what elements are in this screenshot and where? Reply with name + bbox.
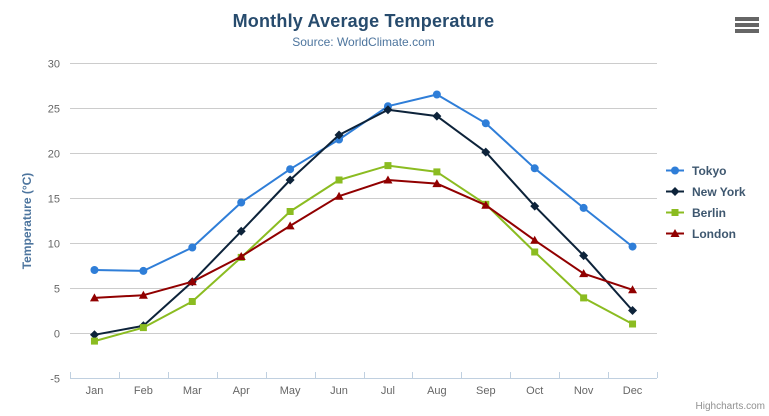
hamburger-icon (735, 29, 759, 33)
data-point-london[interactable] (89, 293, 99, 302)
data-point-new-york[interactable] (481, 147, 491, 157)
data-point-berlin[interactable] (384, 162, 392, 170)
data-point-new-york[interactable] (334, 130, 344, 140)
x-axis-label: Sep (476, 385, 496, 397)
data-point-tokyo[interactable] (628, 242, 637, 251)
data-point-tokyo[interactable] (481, 119, 490, 128)
circle-marker-icon (666, 166, 684, 175)
legend-label: London (692, 226, 736, 241)
highcharts-credit[interactable]: Highcharts.com (695, 401, 765, 412)
data-point-london[interactable] (432, 179, 442, 188)
square-marker-icon (666, 209, 684, 216)
data-point-london[interactable] (383, 175, 393, 184)
x-axis-label: Feb (134, 385, 153, 397)
data-point-london[interactable] (285, 221, 295, 230)
data-point-tokyo[interactable] (139, 266, 148, 275)
y-axis-label: 20 (48, 149, 60, 161)
legend-item-tokyo[interactable]: Tokyo (666, 160, 746, 181)
data-point-london[interactable] (628, 285, 638, 294)
data-point-berlin[interactable] (531, 248, 539, 256)
y-axis-title: Temperature (°C) (20, 173, 34, 270)
chart-title: Monthly Average Temperature (232, 11, 495, 31)
data-point-new-york[interactable] (530, 201, 540, 211)
data-point-berlin[interactable] (188, 298, 196, 305)
data-point-berlin[interactable] (90, 337, 98, 345)
data-point-berlin[interactable] (335, 176, 343, 184)
series-line-new-york (93, 108, 634, 336)
x-axis-label: May (280, 385, 301, 397)
data-point-new-york[interactable] (579, 251, 589, 261)
data-point-new-york[interactable] (89, 330, 99, 340)
data-point-new-york[interactable] (383, 105, 393, 115)
x-axis-label: Aug (427, 385, 447, 397)
x-axis-label: Mar (183, 385, 202, 397)
data-point-london[interactable] (187, 277, 197, 286)
series-line-berlin (93, 164, 634, 343)
data-point-london[interactable] (481, 200, 491, 209)
x-axis-label: Dec (623, 385, 643, 397)
y-axis-label: 0 (54, 329, 60, 341)
y-axis-label: 5 (54, 284, 60, 296)
legend-label: Berlin (692, 205, 727, 220)
y-axis-label: -5 (50, 374, 60, 386)
data-point-london[interactable] (236, 252, 246, 260)
diamond-marker-icon (666, 187, 684, 196)
series-line-tokyo (93, 93, 634, 272)
export-menu-button[interactable] (735, 17, 759, 33)
hamburger-icon (735, 23, 759, 27)
data-point-tokyo[interactable] (530, 164, 539, 173)
data-point-london[interactable] (138, 290, 148, 299)
legend-item-berlin[interactable]: Berlin (666, 202, 746, 223)
x-axis-label: Jul (381, 385, 395, 397)
y-axis-label: 25 (48, 104, 60, 116)
data-point-berlin[interactable] (286, 208, 294, 215)
legend-label: New York (692, 184, 746, 199)
legend-item-new-york[interactable]: New York (666, 181, 746, 202)
data-point-new-york[interactable] (628, 306, 638, 315)
x-axis-label: Apr (233, 385, 250, 397)
x-axis-label: Jun (330, 385, 348, 397)
x-axis-label: Oct (526, 385, 543, 397)
hamburger-icon (735, 17, 759, 21)
x-axis-label: Jan (86, 385, 104, 397)
data-point-london[interactable] (334, 191, 344, 200)
legend-item-london[interactable]: London (666, 223, 746, 244)
x-axis-label: Nov (574, 385, 594, 397)
series-line-london (93, 179, 634, 299)
data-point-london[interactable] (579, 269, 589, 278)
data-point-tokyo[interactable] (579, 203, 588, 212)
data-point-tokyo[interactable] (90, 266, 99, 274)
y-axis-label: 15 (48, 194, 60, 206)
data-point-tokyo[interactable] (237, 198, 246, 207)
chart-subtitle: Source: WorldClimate.com (292, 35, 435, 49)
y-axis-label: 10 (48, 239, 60, 251)
data-point-berlin[interactable] (580, 294, 588, 302)
data-point-new-york[interactable] (285, 175, 295, 185)
data-point-tokyo[interactable] (286, 165, 295, 174)
data-point-tokyo[interactable] (188, 243, 197, 252)
y-axis-label: 30 (48, 59, 60, 71)
data-point-london[interactable] (530, 235, 540, 244)
legend: Tokyo New York Berlin London (666, 160, 746, 244)
data-point-berlin[interactable] (139, 324, 147, 332)
data-point-new-york[interactable] (236, 226, 246, 236)
data-point-new-york[interactable] (432, 111, 442, 121)
data-point-tokyo[interactable] (432, 90, 441, 99)
triangle-marker-icon (666, 229, 684, 237)
data-point-berlin[interactable] (629, 320, 637, 328)
data-point-berlin[interactable] (433, 168, 441, 176)
legend-label: Tokyo (692, 163, 727, 178)
